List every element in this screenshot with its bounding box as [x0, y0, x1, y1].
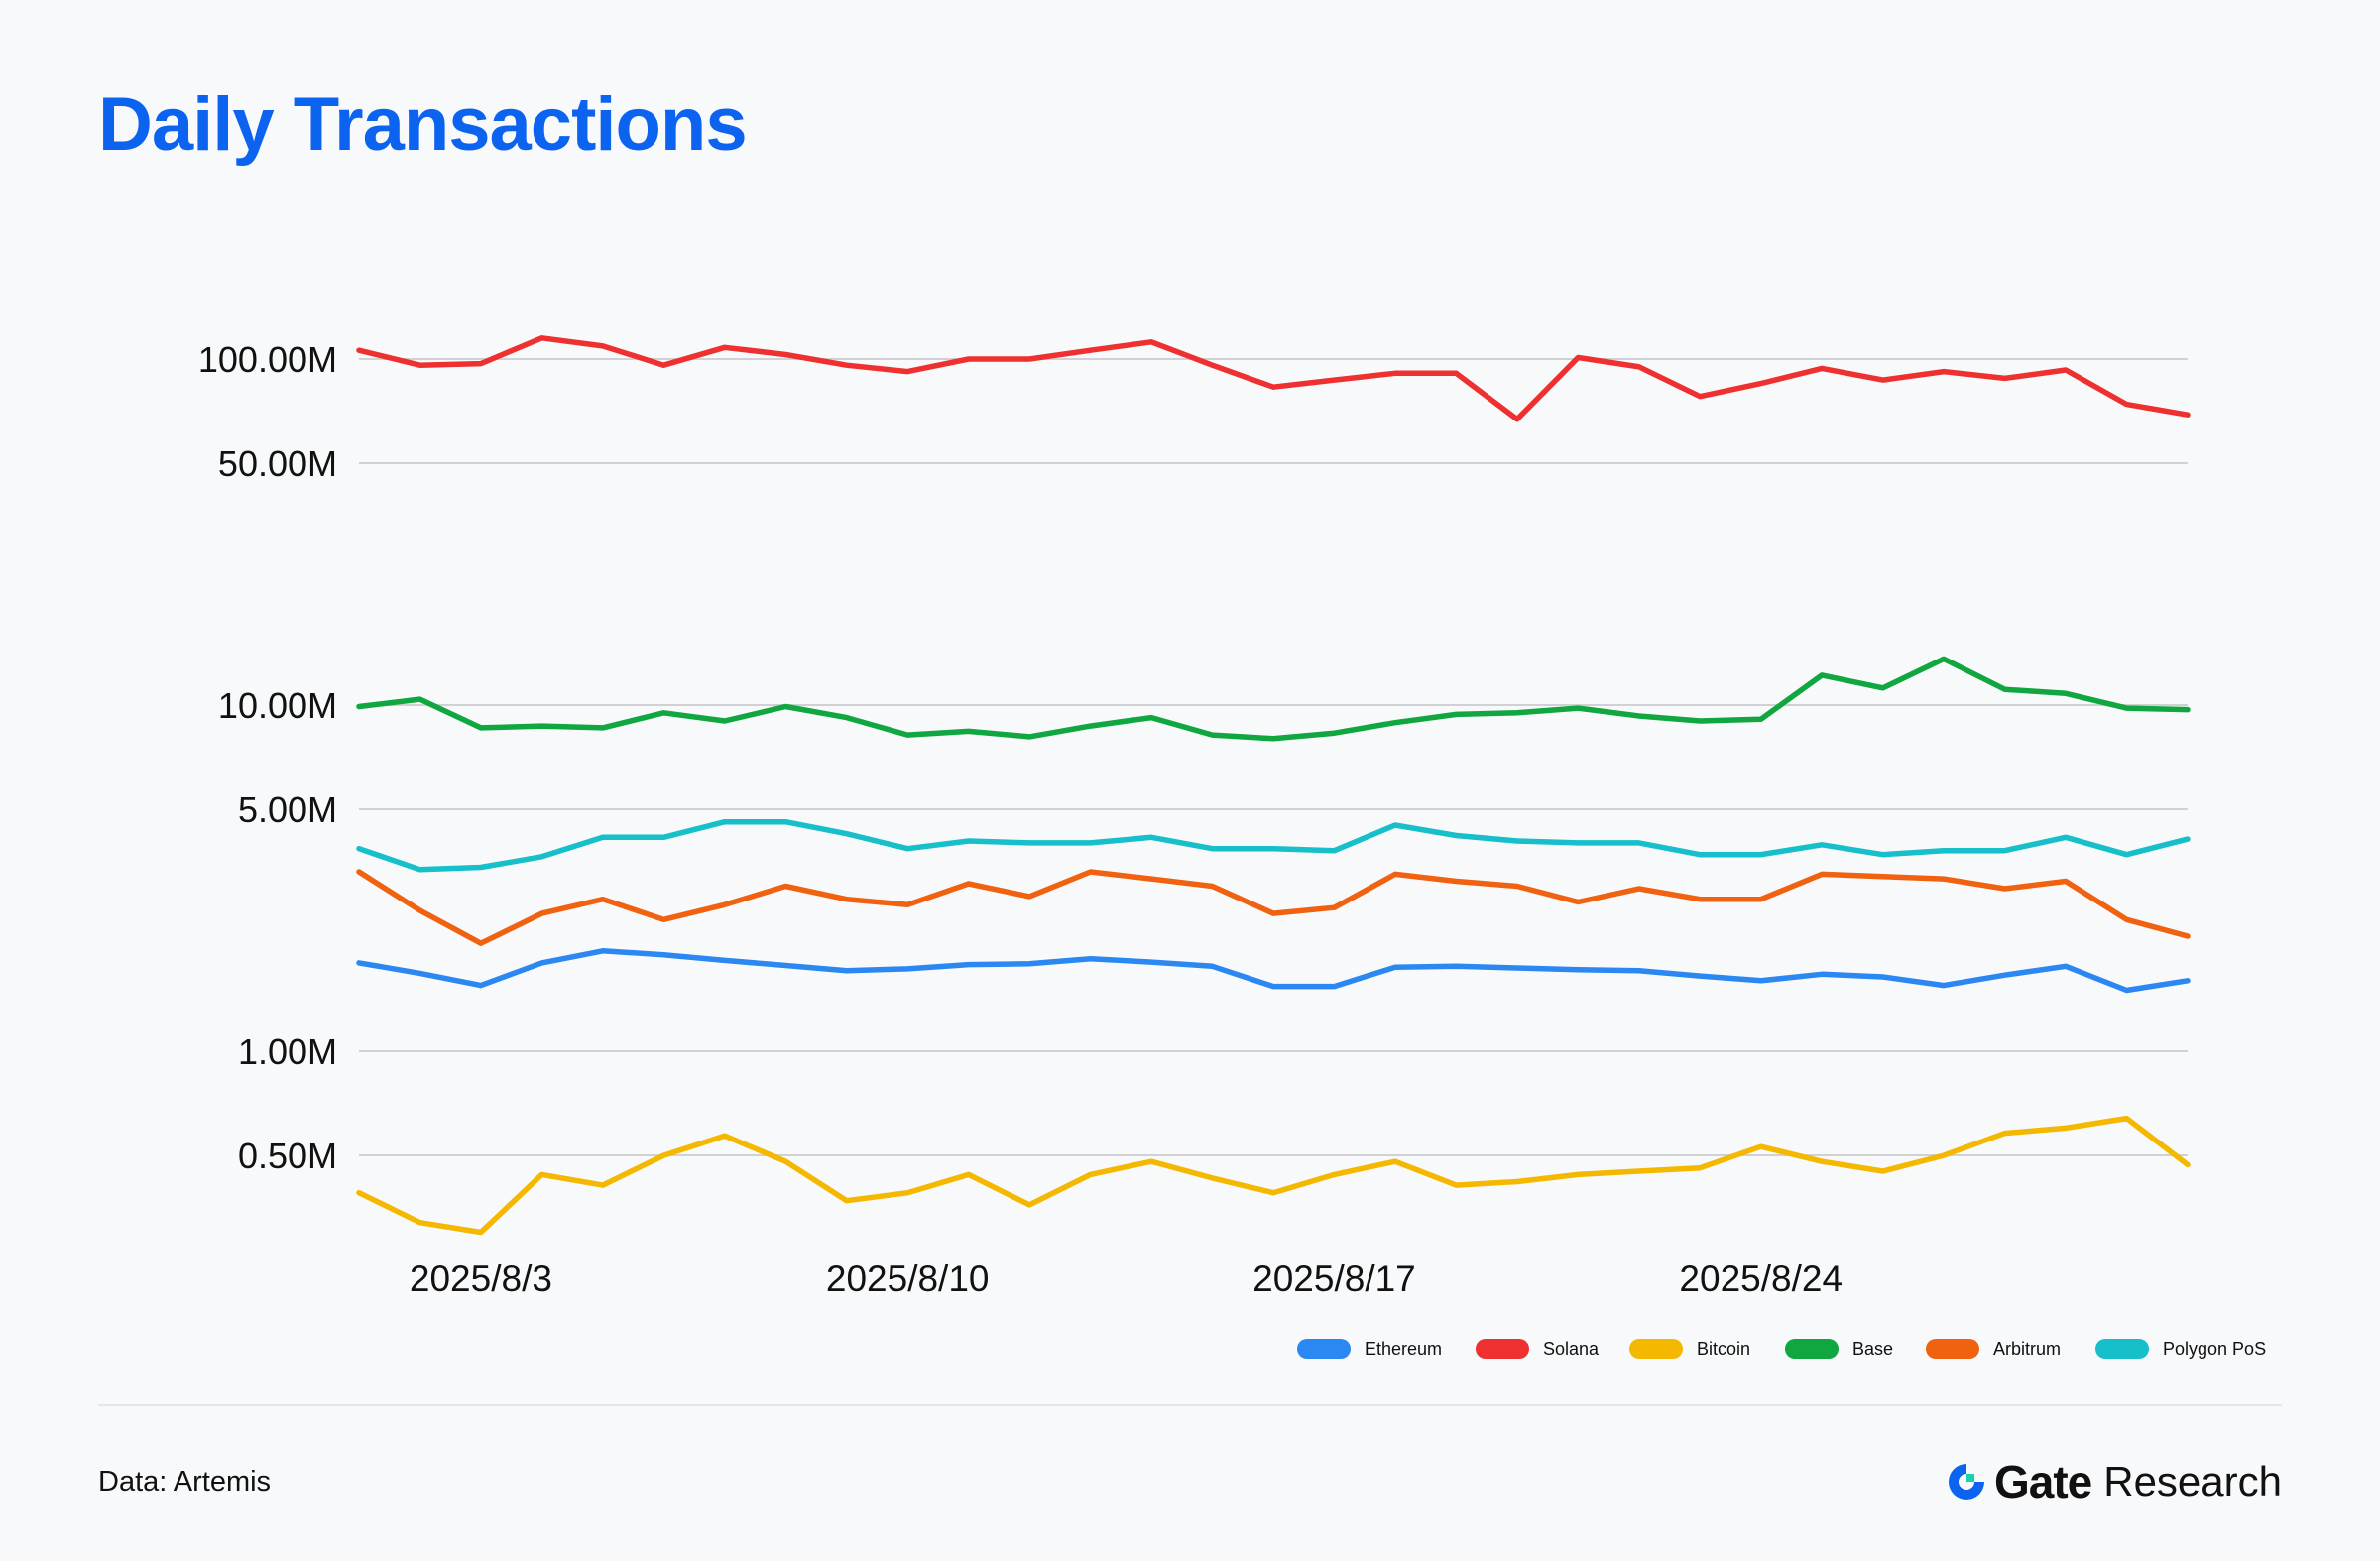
- series-line-solana: [356, 335, 2191, 422]
- legend-item: Solana: [1476, 1339, 1600, 1359]
- y-tick-label: 1.00M: [238, 1031, 337, 1072]
- footer-divider: [98, 1404, 2282, 1406]
- data-source: Data: Artemis: [98, 1466, 272, 1498]
- brand-name: Gate: [1993, 1456, 2092, 1507]
- x-tick-label: 2025/8/17: [1252, 1259, 1416, 1299]
- brand-suffix: Research: [2103, 1458, 2282, 1504]
- y-tick-label: 100.00M: [198, 339, 337, 380]
- y-tick-label: 0.50M: [238, 1136, 337, 1176]
- legend-swatch: [1297, 1339, 1351, 1359]
- legend-item: Ethereum: [1297, 1339, 1442, 1359]
- series-lines: [356, 335, 2191, 1236]
- legend-swatch: [1629, 1339, 1683, 1359]
- legend-swatch: [1926, 1339, 1979, 1359]
- legend-item: Bitcoin: [1629, 1339, 1750, 1359]
- x-axis-ticks: 2025/8/3 2025/8/10 2025/8/17 2025/8/24: [410, 1259, 1843, 1299]
- legend-label: Bitcoin: [1697, 1339, 1750, 1359]
- series-line-polygon-pos: [356, 818, 2191, 873]
- legend-item: Base: [1785, 1339, 1893, 1359]
- legend-label: Polygon PoS: [2163, 1339, 2266, 1359]
- gridlines: [359, 358, 2188, 1157]
- series-line-base: [356, 656, 2191, 742]
- legend-swatch: [2095, 1339, 2149, 1359]
- x-tick-label: 2025/8/24: [1679, 1259, 1843, 1299]
- legend-item: Polygon PoS: [2095, 1339, 2266, 1359]
- y-axis-ticks: 100.00M 50.00M 10.00M 5.00M 1.00M 0.50M: [198, 339, 337, 1176]
- legend: Ethereum Solana Bitcoin Base Arbitrum Polygon…: [1297, 1339, 2266, 1359]
- series-line-arbitrum: [356, 869, 2191, 946]
- x-tick-label: 2025/8/10: [826, 1259, 990, 1299]
- legend-label: Base: [1852, 1339, 1893, 1359]
- legend-swatch: [1785, 1339, 1839, 1359]
- y-tick-label: 10.00M: [218, 685, 337, 726]
- series-line-ethereum: [356, 948, 2191, 994]
- legend-label: Solana: [1543, 1339, 1600, 1359]
- series-line-bitcoin: [356, 1115, 2191, 1236]
- legend-item: Arbitrum: [1926, 1339, 2061, 1359]
- y-tick-label: 5.00M: [238, 789, 337, 830]
- y-tick-label: 50.00M: [218, 443, 337, 484]
- legend-label: Ethereum: [1365, 1339, 1442, 1359]
- chart-title: Daily Transactions: [98, 82, 748, 167]
- legend-swatch: [1476, 1339, 1529, 1359]
- gate-logo-icon: [1948, 1464, 1984, 1500]
- brand-logo: Gate Research: [1945, 1455, 2282, 1508]
- legend-label: Arbitrum: [1993, 1339, 2061, 1359]
- x-tick-label: 2025/8/3: [410, 1259, 552, 1299]
